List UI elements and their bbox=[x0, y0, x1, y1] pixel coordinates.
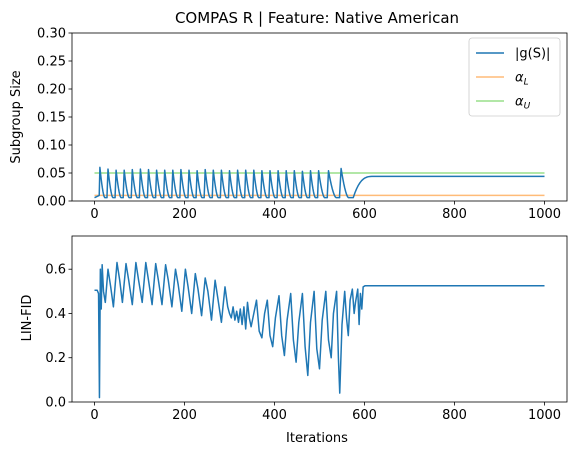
axes-frame bbox=[71, 235, 568, 403]
y-tick-label: 0.4 bbox=[45, 307, 66, 322]
subgroup-size-subplot: COMPAS R | Feature: Native American Subg… bbox=[9, 9, 568, 222]
chart-title: COMPAS R | Feature: Native American bbox=[175, 9, 459, 27]
y-tick-label: 0.10 bbox=[37, 139, 66, 154]
y-tick-label: 0.25 bbox=[37, 55, 66, 70]
lin-fid-subplot: Iterations LIN-FID 0 200 400 600 800 10000.00… bbox=[20, 235, 568, 446]
y-axis-label-lin-fid: LIN-FID bbox=[20, 295, 35, 342]
legend-label: |g(S)| bbox=[515, 47, 550, 62]
x-tick-label: 200 bbox=[172, 207, 197, 222]
y-axis-label-subgroup-size: Subgroup Size bbox=[9, 70, 24, 163]
y-tick-label: 0.2 bbox=[45, 351, 66, 366]
x-tick-label: 600 bbox=[352, 408, 377, 423]
x-tick-label: 600 bbox=[352, 207, 377, 222]
x-tick-label: 0 bbox=[90, 408, 98, 423]
y-tick-label: 0.6 bbox=[45, 263, 66, 278]
x-tick-label: 1000 bbox=[528, 408, 561, 423]
x-tick-label: 800 bbox=[442, 408, 467, 423]
y-tick-label: 0.15 bbox=[37, 111, 66, 126]
lin-fid-plot-area: 0 200 400 600 800 1000 0.0 0.2 0.4 0.6 bbox=[45, 235, 568, 423]
legend: |g(S)| αL αU bbox=[468, 37, 561, 117]
y-tick-label: 0.0 bbox=[45, 396, 66, 411]
x-tick-label: 1000 bbox=[528, 207, 561, 222]
y-tick-label: 0.00 bbox=[37, 195, 66, 210]
series-line-lin-fid bbox=[94, 261, 545, 399]
x-tick-label: 400 bbox=[262, 408, 287, 423]
x-tick-label: 0 bbox=[90, 207, 98, 222]
y-tick-label: 0.20 bbox=[37, 83, 66, 98]
x-tick-label: 400 bbox=[262, 207, 287, 222]
legend-label: αU bbox=[515, 95, 531, 112]
x-tick-label: 200 bbox=[172, 408, 197, 423]
x-tick-label: 800 bbox=[442, 207, 467, 222]
subgroup-size-plot-area: 0 200 400 600 800 1000 0.00 0.05 0.10 0.15 0.20 0.2… bbox=[37, 27, 568, 222]
x-axis-label-iterations: Iterations bbox=[286, 431, 348, 446]
y-tick-label: 0.30 bbox=[37, 27, 66, 42]
series-line-g-s bbox=[94, 166, 545, 199]
y-tick-label: 0.05 bbox=[37, 167, 66, 182]
legend-label: αL bbox=[515, 71, 529, 88]
legend-box bbox=[468, 37, 561, 117]
